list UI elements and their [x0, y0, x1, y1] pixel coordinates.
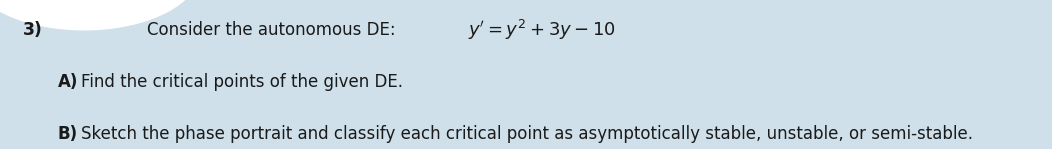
- Ellipse shape: [0, 0, 200, 30]
- Text: 3): 3): [23, 21, 43, 39]
- Text: A): A): [58, 73, 78, 91]
- Text: B): B): [58, 125, 78, 143]
- Text: $y' = y^2 + 3y - 10$: $y' = y^2 + 3y - 10$: [468, 18, 615, 42]
- Text: Consider the autonomous DE:: Consider the autonomous DE:: [147, 21, 411, 39]
- Text: Sketch the phase portrait and classify each critical point as asymptotically sta: Sketch the phase portrait and classify e…: [81, 125, 973, 143]
- Text: Find the critical points of the given DE.: Find the critical points of the given DE…: [81, 73, 403, 91]
